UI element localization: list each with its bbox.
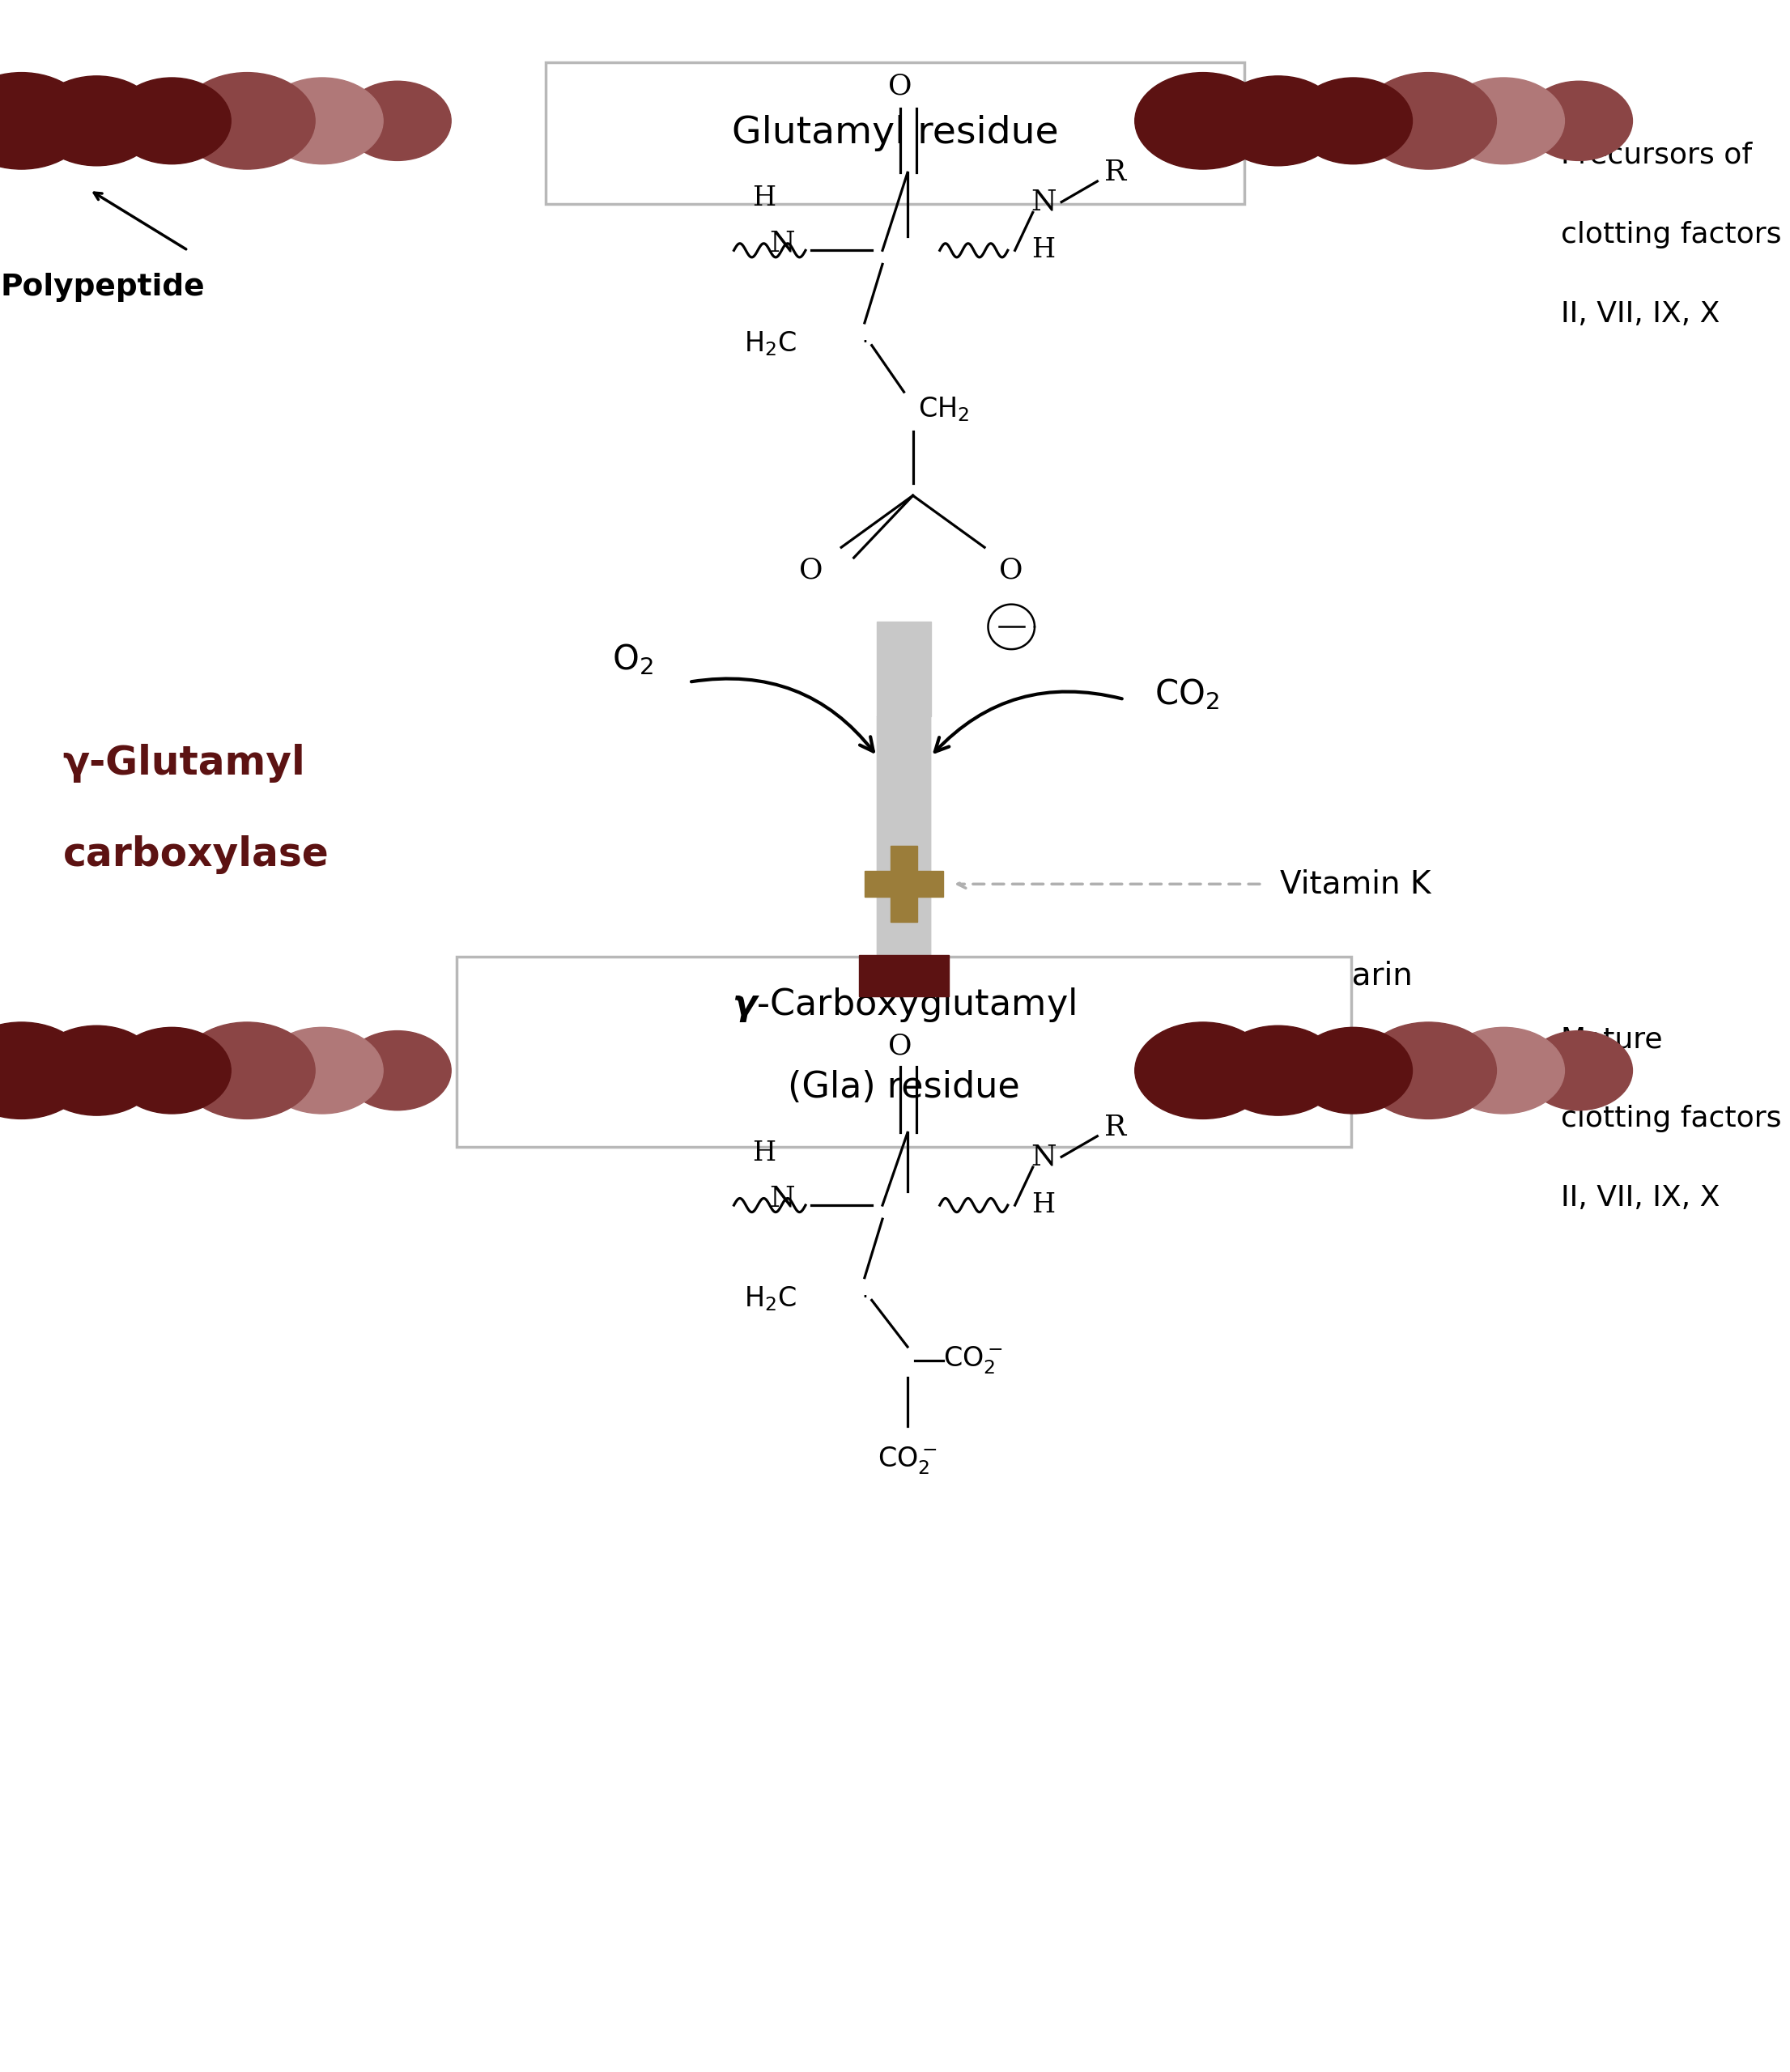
Ellipse shape bbox=[261, 77, 383, 164]
Ellipse shape bbox=[1215, 1026, 1341, 1115]
Ellipse shape bbox=[113, 1028, 231, 1115]
FancyBboxPatch shape bbox=[546, 62, 1244, 203]
Ellipse shape bbox=[1443, 77, 1564, 164]
Ellipse shape bbox=[34, 77, 159, 166]
Text: CH$_2$: CH$_2$ bbox=[918, 396, 970, 423]
FancyArrow shape bbox=[845, 717, 963, 1053]
Text: .: . bbox=[861, 1283, 868, 1301]
Text: $\boldsymbol{\gamma}$-Carboxyglutamyl: $\boldsymbol{\gamma}$-Carboxyglutamyl bbox=[732, 986, 1076, 1024]
Ellipse shape bbox=[1360, 1021, 1496, 1119]
Ellipse shape bbox=[179, 1021, 315, 1119]
Text: R: R bbox=[1104, 1115, 1126, 1142]
Ellipse shape bbox=[1215, 77, 1341, 166]
Ellipse shape bbox=[344, 1030, 451, 1111]
Text: O: O bbox=[888, 73, 913, 99]
Text: H: H bbox=[752, 1140, 777, 1167]
Text: N: N bbox=[770, 1185, 795, 1212]
FancyBboxPatch shape bbox=[456, 957, 1351, 1146]
Text: O: O bbox=[888, 1032, 913, 1061]
Text: Glutamyl residue: Glutamyl residue bbox=[732, 114, 1058, 151]
Text: II, VII, IX, X: II, VII, IX, X bbox=[1561, 300, 1720, 327]
Ellipse shape bbox=[179, 73, 315, 170]
Bar bbox=[865, 870, 943, 897]
Ellipse shape bbox=[34, 1026, 159, 1115]
Bar bbox=[859, 955, 949, 997]
Text: clotting factors: clotting factors bbox=[1561, 1104, 1781, 1133]
Text: N: N bbox=[770, 230, 795, 257]
Ellipse shape bbox=[344, 81, 451, 162]
Ellipse shape bbox=[1294, 77, 1412, 164]
Bar bbox=[891, 845, 918, 922]
Ellipse shape bbox=[1294, 1028, 1412, 1115]
Text: H: H bbox=[1031, 238, 1056, 263]
Text: N: N bbox=[1031, 189, 1056, 215]
Text: (Gla) residue: (Gla) residue bbox=[788, 1071, 1020, 1104]
Text: O$_2$: O$_2$ bbox=[612, 642, 653, 678]
Text: Precursors of: Precursors of bbox=[1561, 141, 1752, 170]
Text: clotting factors: clotting factors bbox=[1561, 222, 1781, 249]
Text: carboxylase: carboxylase bbox=[63, 835, 329, 874]
Text: II, VII, IX, X: II, VII, IX, X bbox=[1561, 1185, 1720, 1212]
Ellipse shape bbox=[0, 73, 90, 170]
Text: CO$_2^-$: CO$_2^-$ bbox=[943, 1345, 1002, 1376]
Text: H: H bbox=[1031, 1191, 1056, 1218]
Text: Warfarin: Warfarin bbox=[1280, 959, 1414, 990]
Ellipse shape bbox=[113, 77, 231, 164]
Ellipse shape bbox=[0, 1021, 90, 1119]
Text: O: O bbox=[798, 555, 823, 584]
Ellipse shape bbox=[1525, 81, 1632, 162]
Text: Mature: Mature bbox=[1561, 1026, 1663, 1053]
Text: .: . bbox=[861, 327, 868, 346]
Text: CO$_2^-$: CO$_2^-$ bbox=[877, 1444, 938, 1477]
Ellipse shape bbox=[1525, 1030, 1632, 1111]
Text: O: O bbox=[999, 555, 1024, 584]
Text: H: H bbox=[752, 186, 777, 211]
Bar bbox=[877, 622, 931, 717]
Ellipse shape bbox=[1443, 1028, 1564, 1115]
Text: Polypeptide: Polypeptide bbox=[0, 274, 204, 303]
Text: γ-Glutamyl: γ-Glutamyl bbox=[63, 744, 306, 783]
Text: CO$_2$: CO$_2$ bbox=[1155, 678, 1219, 711]
Ellipse shape bbox=[1135, 73, 1271, 170]
Text: N: N bbox=[1031, 1144, 1056, 1171]
Text: Vitamin K: Vitamin K bbox=[1280, 868, 1430, 899]
Ellipse shape bbox=[1360, 73, 1496, 170]
Text: H$_2$C: H$_2$C bbox=[745, 329, 797, 358]
Text: H$_2$C: H$_2$C bbox=[745, 1285, 797, 1312]
Ellipse shape bbox=[1135, 1021, 1271, 1119]
Ellipse shape bbox=[261, 1028, 383, 1115]
Text: R: R bbox=[1104, 160, 1126, 186]
